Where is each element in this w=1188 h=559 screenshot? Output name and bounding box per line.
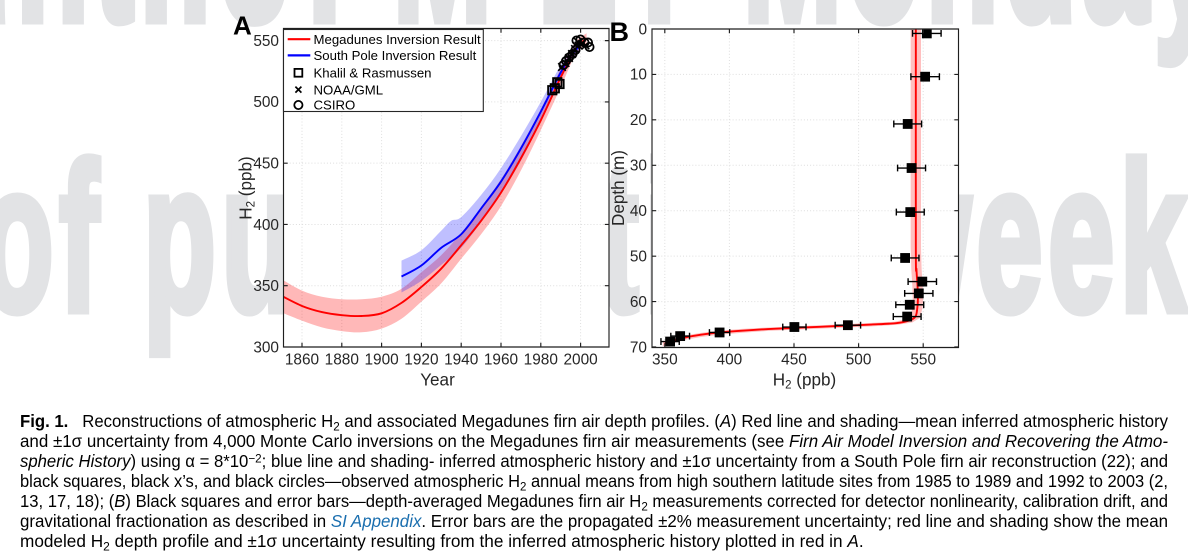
- svg-text:1940: 1940: [444, 352, 478, 369]
- svg-text:0: 0: [638, 21, 647, 38]
- svg-text:1920: 1920: [404, 352, 438, 369]
- svg-text:550: 550: [253, 33, 279, 50]
- svg-text:A: A: [233, 11, 252, 41]
- svg-text:300: 300: [253, 339, 279, 356]
- svg-text:1860: 1860: [285, 352, 319, 369]
- svg-text:Depth (m): Depth (m): [609, 150, 628, 226]
- svg-text:Megadunes Inversion Result: Megadunes Inversion Result: [314, 32, 481, 47]
- svg-text:Year: Year: [420, 371, 455, 390]
- svg-text:70: 70: [630, 339, 647, 356]
- svg-text:10: 10: [630, 67, 647, 84]
- svg-text:South Pole Inversion Result: South Pole Inversion Result: [314, 48, 477, 63]
- svg-text:40: 40: [630, 203, 647, 220]
- svg-text:500: 500: [846, 352, 872, 369]
- svg-text:NOAA/GML: NOAA/GML: [314, 82, 384, 97]
- svg-text:B: B: [610, 17, 630, 47]
- svg-text:400: 400: [253, 217, 279, 234]
- svg-text:50: 50: [630, 248, 647, 265]
- svg-text:Khalil & Rasmussen: Khalil & Rasmussen: [314, 66, 432, 81]
- svg-text:20: 20: [630, 112, 647, 129]
- svg-text:500: 500: [253, 94, 279, 111]
- svg-text:350: 350: [652, 352, 678, 369]
- svg-text:350: 350: [253, 278, 279, 295]
- svg-text:450: 450: [253, 155, 279, 172]
- svg-text:H2 (ppb): H2 (ppb): [773, 371, 836, 392]
- svg-text:CSIRO: CSIRO: [314, 98, 356, 113]
- svg-text:1880: 1880: [325, 352, 359, 369]
- svg-text:450: 450: [781, 352, 807, 369]
- svg-text:1900: 1900: [364, 352, 398, 369]
- svg-text:H2 (ppb): H2 (ppb): [237, 156, 258, 219]
- svg-text:1960: 1960: [484, 352, 518, 369]
- svg-text:1980: 1980: [524, 352, 558, 369]
- svg-text:2000: 2000: [563, 352, 597, 369]
- svg-text:550: 550: [910, 352, 936, 369]
- svg-text:60: 60: [630, 294, 647, 311]
- svg-text:30: 30: [630, 158, 647, 175]
- svg-text:400: 400: [717, 352, 743, 369]
